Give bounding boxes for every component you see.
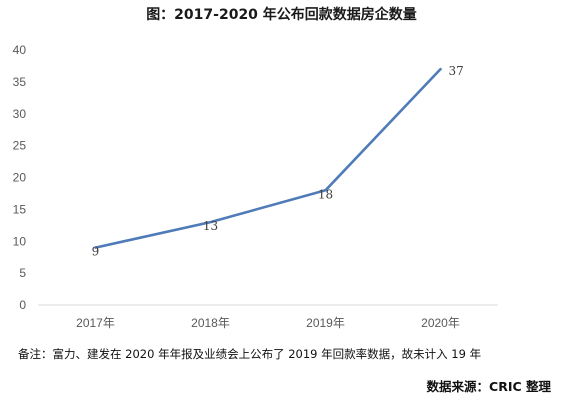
- y-tick-label: 15: [13, 202, 27, 216]
- y-tick-label: 20: [13, 171, 27, 185]
- data-label: 37: [449, 64, 464, 78]
- data-label: 18: [318, 187, 333, 201]
- footnote: 备注：富力、建发在 2020 年年报及业绩会上公布了 2019 年回款率数据，故…: [18, 347, 482, 361]
- y-axis-labels: 0 5 10 15 20 25 30 35 40: [13, 43, 27, 312]
- chart-title: 图：2017-2020 年公布回款数据房企数量: [146, 7, 417, 23]
- y-tick-label: 30: [13, 107, 27, 121]
- x-tick-label: 2017年: [76, 316, 115, 330]
- x-tick-label: 2018年: [191, 316, 230, 330]
- source-note: 数据来源：CRIC 整理: [426, 379, 551, 394]
- data-label: 9: [92, 245, 100, 259]
- y-tick-label: 35: [13, 75, 27, 89]
- series-line: [94, 67, 442, 249]
- y-tick-label: 0: [19, 298, 26, 312]
- data-label: 13: [203, 219, 218, 233]
- x-tick-label: 2020年: [421, 316, 460, 330]
- x-tick-label: 2019年: [306, 316, 345, 330]
- y-tick-label: 5: [19, 266, 26, 280]
- data-labels: 9 13 18 37: [92, 64, 464, 259]
- x-axis-labels: 2017年 2018年 2019年 2020年: [76, 316, 460, 330]
- y-tick-label: 40: [13, 43, 27, 57]
- y-tick-label: 10: [13, 234, 27, 248]
- y-tick-label: 25: [13, 139, 27, 153]
